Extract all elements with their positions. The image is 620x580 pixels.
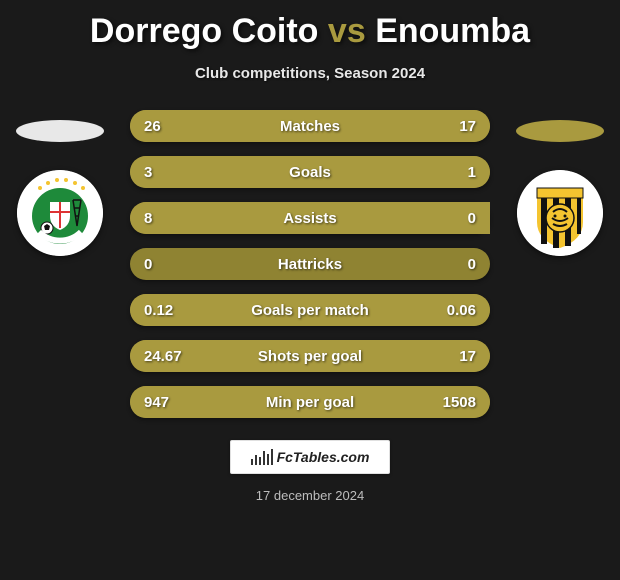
stat-value-right: 0.06 [447,302,476,319]
subtitle: Club competitions, Season 2024 [0,65,620,82]
stat-fill-left [130,156,400,188]
brand-bars-icon [251,449,273,465]
player1-ellipse-icon [16,120,104,142]
stat-row-hattricks: 0 Hattricks 0 [130,248,490,280]
stat-value-right: 17 [459,348,476,365]
stat-value-right: 17 [459,118,476,135]
stat-value-left: 8 [144,210,152,227]
stat-value-left: 26 [144,118,161,135]
stat-label: Assists [283,210,336,227]
stat-label: Goals per match [251,302,369,319]
the-strongest-crest-icon [517,170,603,256]
brand-badge[interactable]: FcTables.com [230,440,390,474]
stat-row-goals: 3 Goals 1 [130,156,490,188]
stat-row-shots-per-goal: 24.67 Shots per goal 17 [130,340,490,372]
player1-side [0,120,120,256]
player1-club-crest [17,170,103,256]
brand-text: FcTables.com [277,449,370,465]
stat-row-assists: 8 Assists 0 [130,202,490,234]
player2-side [500,120,620,256]
stat-fill-right [400,156,490,188]
stat-row-min-per-goal: 947 Min per goal 1508 [130,386,490,418]
stat-value-right: 1 [468,164,476,181]
stat-value-left: 24.67 [144,348,182,365]
stat-value-left: 0 [144,256,152,273]
stat-value-left: 947 [144,394,169,411]
stat-row-matches: 26 Matches 17 [130,110,490,142]
stat-row-goals-per-match: 0.12 Goals per match 0.06 [130,294,490,326]
stat-value-left: 0.12 [144,302,173,319]
comparison-title: Dorrego Coito vs Enoumba [0,0,620,51]
stat-label: Min per goal [266,394,354,411]
stat-label: Hattricks [278,256,342,273]
date-text: 17 december 2024 [0,488,620,503]
stat-label: Matches [280,118,340,135]
oriente-petrolero-crest-icon [17,170,103,256]
stat-value-right: 1508 [443,394,476,411]
player2-ellipse-icon [516,120,604,142]
player2-club-crest [517,170,603,256]
stats-container: 26 Matches 17 3 Goals 1 8 Assists 0 0 Ha… [130,110,490,418]
stat-value-left: 3 [144,164,152,181]
player2-name: Enoumba [375,12,530,50]
player1-name: Dorrego Coito [90,12,319,50]
vs-text: vs [328,12,366,50]
stat-label: Shots per goal [258,348,362,365]
stat-label: Goals [289,164,331,181]
stat-value-right: 0 [468,256,476,273]
stat-value-right: 0 [468,210,476,227]
